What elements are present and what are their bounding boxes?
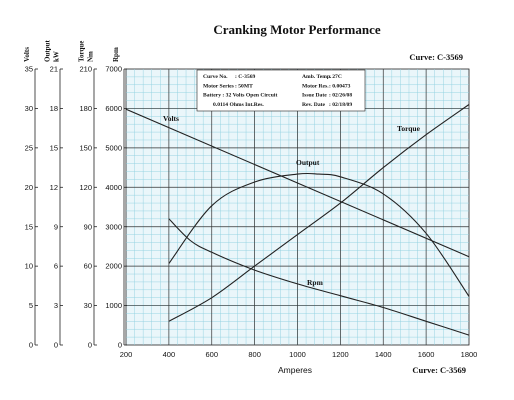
output-tick-label: 0 [54, 341, 58, 350]
series-line-rpm [168, 218, 470, 336]
rpm-axis-title: Rpm [112, 47, 120, 62]
output-tick-label: 21 [50, 65, 58, 74]
series-label-output: Output [296, 158, 320, 167]
curve-id-top: Curve: C-3569 [409, 52, 463, 62]
info-box-cell: Curve No. [203, 74, 228, 80]
x-tick-label: 1400 [375, 350, 392, 359]
x-tick-label: 400 [163, 350, 176, 359]
torque-tick-label: 90 [84, 222, 92, 231]
torque-tick-label: 60 [84, 262, 92, 271]
rpm-tick-label: 7000 [105, 65, 122, 74]
info-box-cell: Motor Res. [302, 83, 329, 89]
volts-tick-label: 35 [25, 65, 33, 74]
rpm-tick-label: 6000 [105, 104, 122, 113]
rpm-tick-label: 3000 [105, 222, 122, 231]
output-axis-title: OutputkW [44, 40, 61, 62]
series-line-output [168, 172, 470, 297]
x-axis-label: Amperes [278, 365, 312, 375]
series-line-volts [125, 108, 470, 258]
output-tick-label: 18 [50, 104, 58, 113]
info-box-cell: Rev. Date [302, 102, 326, 108]
torque-tick-label: 30 [84, 301, 92, 310]
curve-id-bottom: Curve: C-3569 [412, 365, 466, 375]
info-box-cell: 0.0114 Ohms Int.Res. [213, 102, 264, 108]
volts-tick-label: 25 [25, 143, 33, 152]
rpm-tick-label: 2000 [105, 262, 122, 271]
output-tick-label: 15 [50, 143, 58, 152]
torque-tick-label: 210 [79, 65, 92, 74]
info-box: Curve No. : C-3569 Amb. Temp.: 27C Motor Se… [196, 69, 366, 112]
volts-tick-label: 15 [25, 222, 33, 231]
x-tick-label: 200 [120, 350, 133, 359]
info-box-cell: Battery : 32 Volts Open Circuit [203, 93, 277, 99]
volts-tick-label: 20 [25, 183, 33, 192]
x-tick-label: 1800 [461, 350, 478, 359]
x-tick-label: 1000 [289, 350, 306, 359]
x-tick-label: 1600 [418, 350, 435, 359]
info-box-cell: : 27C [329, 74, 342, 80]
info-box-cell: Issue Date [302, 93, 327, 99]
rpm-tick-label: 1000 [105, 301, 122, 310]
info-box-cell: : 02/18/09 [329, 102, 352, 108]
volts-tick-label: 0 [29, 341, 33, 350]
x-tick-label: 600 [205, 350, 218, 359]
info-box-cell: : 50MT [235, 83, 253, 89]
rpm-tick-label: 0 [118, 341, 122, 350]
torque-tick-label: 120 [79, 183, 92, 192]
info-box-cell: : 0.00473 [329, 83, 351, 89]
x-tick-labels: 200 400 600 800 1000 1200 1400 1600 1800 [120, 350, 478, 359]
volts-tick-label: 5 [29, 301, 33, 310]
info-box-cell: Motor Series [203, 83, 235, 89]
series-label-torque: Torque [397, 124, 421, 133]
x-tick-label: 1200 [332, 350, 349, 359]
torque-tick-label: 0 [88, 341, 92, 350]
info-box-cell: Amb. Temp. [302, 74, 332, 80]
volts-axis-title: Volts [23, 47, 31, 62]
info-box-cell: : 02/26/08 [329, 93, 352, 99]
series-line-torque [168, 104, 470, 322]
torque-tick-label: 180 [79, 104, 92, 113]
torque-tick-label: 150 [79, 143, 92, 152]
rpm-tick-label: 5000 [105, 143, 122, 152]
x-tick-label: 800 [248, 350, 261, 359]
volts-tick-label: 30 [25, 104, 33, 113]
output-tick-label: 6 [54, 262, 58, 271]
output-tick-label: 12 [50, 183, 58, 192]
chart-title: Cranking Motor Performance [213, 22, 381, 37]
info-box-cell: : C-3569 [235, 74, 256, 80]
rpm-tick-label: 4000 [105, 183, 122, 192]
output-tick-label: 9 [54, 222, 58, 231]
series-label-rpm: Rpm [307, 278, 324, 287]
volts-tick-label: 10 [25, 262, 33, 271]
major-gridlines [126, 69, 469, 345]
series-label-volts: Volts [163, 114, 179, 123]
y-axes: 35302520151050Volts211815129630OutputkW2… [23, 40, 127, 350]
series-lines [125, 104, 470, 336]
output-tick-label: 3 [54, 301, 58, 310]
torque-axis-title: TorqueNm [78, 41, 95, 62]
